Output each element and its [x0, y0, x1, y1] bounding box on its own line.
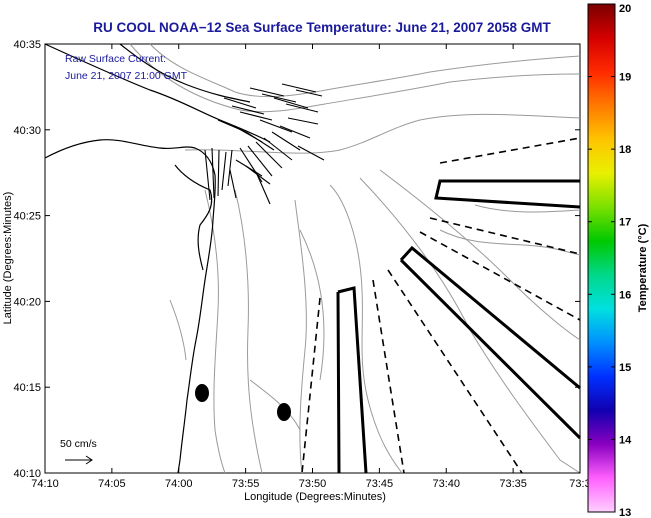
current-vector [204, 149, 211, 201]
transect-box-south [336, 286, 368, 474]
current-vector [287, 117, 319, 125]
colorbar-tick-label: 20 [619, 3, 631, 15]
x-axis: 74:10 74:05 74:00 73:55 73:50 73:45 73:40 73:35… [31, 44, 591, 490]
colorbar-tick-label: 13 [619, 507, 631, 518]
current-vector [227, 149, 233, 187]
y-tick-label: 40:35 [13, 39, 41, 51]
x-tick-label: 73:40 [432, 478, 460, 490]
dashed-line [301, 297, 321, 474]
contour-line [129, 43, 581, 113]
current-vector [223, 97, 257, 109]
current-vector [239, 111, 273, 121]
colorbar-tick-label: 15 [619, 362, 631, 374]
contour-line [299, 229, 325, 381]
y-axis: 40:35 40:30 40:25 40:20 40:15 40:10 [13, 39, 580, 480]
current-vector [255, 141, 283, 169]
current-vector [247, 145, 273, 177]
x-tick-label: 74:00 [165, 478, 193, 490]
current-vector [255, 171, 271, 205]
y-tick-label: 40:30 [13, 125, 41, 137]
x-tick-label: 73:55 [232, 478, 260, 490]
surface-current-vectors [204, 83, 325, 205]
contour-line [169, 299, 187, 361]
current-vector [245, 165, 271, 185]
coastline [44, 43, 271, 474]
current-vector [297, 145, 325, 161]
contour-line [329, 184, 403, 474]
current-vector [249, 87, 285, 97]
sandy-hook [174, 164, 213, 271]
contour-line [204, 189, 226, 474]
colorbar [587, 3, 616, 513]
x-tick-label: 73:45 [366, 478, 394, 490]
current-vector [259, 119, 293, 133]
current-vector [281, 83, 317, 93]
x-tick-label: 73:35 [499, 478, 527, 490]
x-tick-label: 73:50 [299, 478, 327, 490]
colorbar-tick-label: 16 [619, 289, 631, 301]
current-vector [231, 105, 265, 115]
transect-boxes [336, 179, 582, 474]
bathymetry-contours [129, 43, 581, 474]
x-axis-label: Longitude (Degrees:Minutes) [244, 491, 386, 503]
x-tick-label: 74:10 [31, 478, 59, 490]
colorbar-ticks: 20 19 18 17 16 15 14 13 [588, 3, 632, 518]
current-vector [229, 169, 237, 199]
current-vector [245, 131, 275, 151]
figure-title: RU COOL NOAA−12 Sea Surface Temperature:… [93, 20, 551, 35]
y-tick-label: 40:25 [13, 211, 41, 223]
dashed-line [419, 231, 581, 321]
x-tick-label: 73:3 [569, 478, 590, 490]
coastline-northshore [119, 43, 251, 103]
scale-label: 50 cm/s [60, 438, 97, 450]
transect-box-southeast [399, 245, 582, 440]
colorbar-tick-label: 14 [619, 434, 632, 446]
colorbar-label: Temperature (°C) [637, 223, 649, 312]
station-marker [195, 384, 209, 402]
annotation-line-1: Raw Surface Current: [65, 53, 166, 65]
transect-box-east [434, 179, 581, 209]
y-axis-label: Latitude (Degrees:Minutes) [2, 192, 14, 325]
contour-line [439, 229, 581, 256]
colorbar-tick-label: 19 [619, 72, 631, 84]
dashed-line [372, 279, 405, 474]
current-vector [221, 151, 227, 191]
station-marker [277, 403, 291, 421]
coastline-main [44, 139, 216, 474]
current-vector [279, 125, 311, 139]
contour-line [474, 204, 581, 213]
map-plot-area [44, 43, 582, 474]
colorbar-tick-label: 18 [619, 144, 631, 156]
x-tick-label: 74:05 [98, 478, 126, 490]
coastline-north [44, 43, 271, 143]
current-vector [217, 149, 220, 197]
map-frame [44, 43, 581, 474]
contour-line [234, 189, 263, 474]
current-vector [271, 131, 301, 151]
current-vector [211, 147, 215, 199]
y-tick-label: 40:10 [13, 468, 41, 480]
contour-line [249, 379, 301, 431]
current-vector [261, 93, 297, 103]
y-tick-label: 40:20 [13, 296, 41, 308]
scale-arrow [65, 455, 93, 465]
current-vector [285, 103, 319, 113]
contour-line [294, 199, 307, 474]
contour-line [379, 169, 581, 341]
contour-line [149, 43, 581, 98]
contour-line [184, 113, 581, 154]
dashed-line [429, 217, 581, 255]
current-vector [295, 89, 323, 97]
colorbar-tick-label: 17 [619, 217, 631, 229]
dashed-transect-lines [301, 137, 581, 474]
current-vector [217, 119, 247, 133]
current-vector [263, 137, 293, 161]
annotation-line-2: June 21, 2007 21:00 GMT [65, 70, 188, 82]
y-tick-label: 40:15 [13, 382, 41, 394]
current-vector [273, 97, 309, 109]
dashed-line [387, 269, 523, 474]
